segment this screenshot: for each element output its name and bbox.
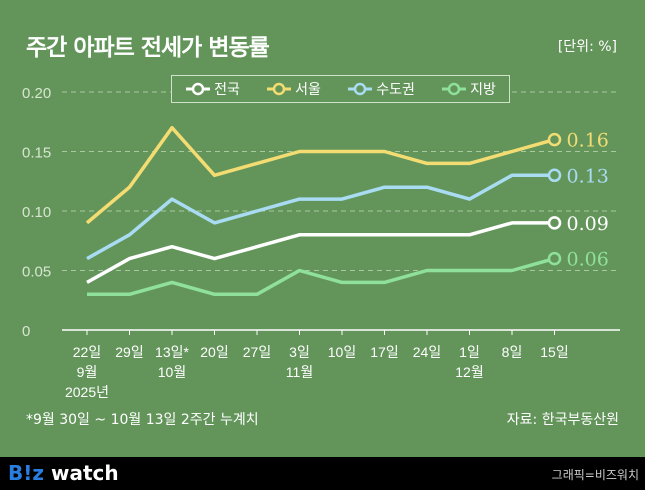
y-tick-label: 0.05 (22, 264, 51, 281)
x-tick-label: 8일 (502, 344, 523, 360)
y-tick-label: 0 (22, 323, 30, 340)
end-point-marker (547, 216, 562, 230)
legend: 전국 서울 수도권 지방 (171, 75, 510, 103)
end-point-marker (547, 251, 562, 266)
x-tick-label: 1일 (459, 344, 480, 360)
x-month-label: 12월 (455, 364, 483, 380)
y-tick-label: 0.20 (22, 85, 51, 102)
end-point-marker (547, 132, 562, 147)
legend-marker-icon (348, 82, 373, 96)
end-value-label: 0.13 (567, 165, 609, 187)
end-point-marker (547, 168, 562, 183)
x-tick-label: 22일 (73, 344, 101, 360)
legend-label: 전국 (214, 82, 240, 98)
graphic-credit: 그래픽=비즈워치 (551, 468, 639, 482)
series-line-지방 (87, 256, 555, 297)
legend-label: 지방 (470, 82, 496, 98)
y-tick-label: 0.10 (22, 204, 51, 221)
legend-item: 서울 (266, 79, 321, 99)
footer: B!z watch 그래픽=비즈워치 (0, 457, 645, 490)
x-tick-label: 29일 (115, 344, 143, 360)
y-tick-label: 0.15 (22, 145, 51, 162)
x-tick-label: 3일 (289, 344, 310, 360)
legend-label: 서울 (295, 82, 321, 98)
line-chart: 0 0.05 0.10 0.15 0.20 22일 9월 2025년 29일 13일* 10월 20일… (22, 85, 620, 400)
source: 자료: 한국부동산원 (506, 412, 619, 428)
x-year-label: 2025년 (65, 384, 109, 400)
footnote: *9월 30일 ~ 10월 13일 2주간 누계치 (26, 412, 259, 428)
x-tick-label: 27일 (243, 344, 271, 360)
series-line-수도권 (86, 173, 555, 261)
x-tick-label: 24일 (413, 344, 441, 360)
x-month-label: 11월 (286, 364, 313, 380)
x-month-label: 9월 (77, 364, 98, 380)
legend-item: 지방 (441, 79, 496, 99)
chart-title: 주간 아파트 전세가 변동률 (26, 35, 270, 61)
x-tick-label: 13일* (155, 344, 189, 360)
legend-marker-icon (267, 82, 292, 96)
legend-marker-icon (186, 82, 211, 96)
unit-label: [단위: %] (557, 39, 617, 55)
legend-item: 전국 (185, 79, 240, 99)
x-tick-label: 10일 (328, 344, 356, 360)
x-month-label: 10월 (158, 364, 186, 380)
bizwatch-logo: B!z watch (8, 461, 119, 485)
end-value-label: 0.16 (567, 130, 609, 152)
x-tick-label: 20일 (200, 344, 228, 360)
x-tick-label: 17일 (370, 344, 398, 360)
series-line-서울 (85, 125, 555, 225)
end-value-label: 0.09 (567, 213, 609, 235)
end-value-label: 0.06 (567, 249, 609, 271)
legend-label: 수도권 (376, 82, 415, 98)
legend-marker-icon (442, 82, 467, 96)
x-tick-label: 15일 (540, 344, 568, 360)
series-line-전국 (86, 221, 555, 284)
legend-item: 수도권 (347, 79, 415, 99)
